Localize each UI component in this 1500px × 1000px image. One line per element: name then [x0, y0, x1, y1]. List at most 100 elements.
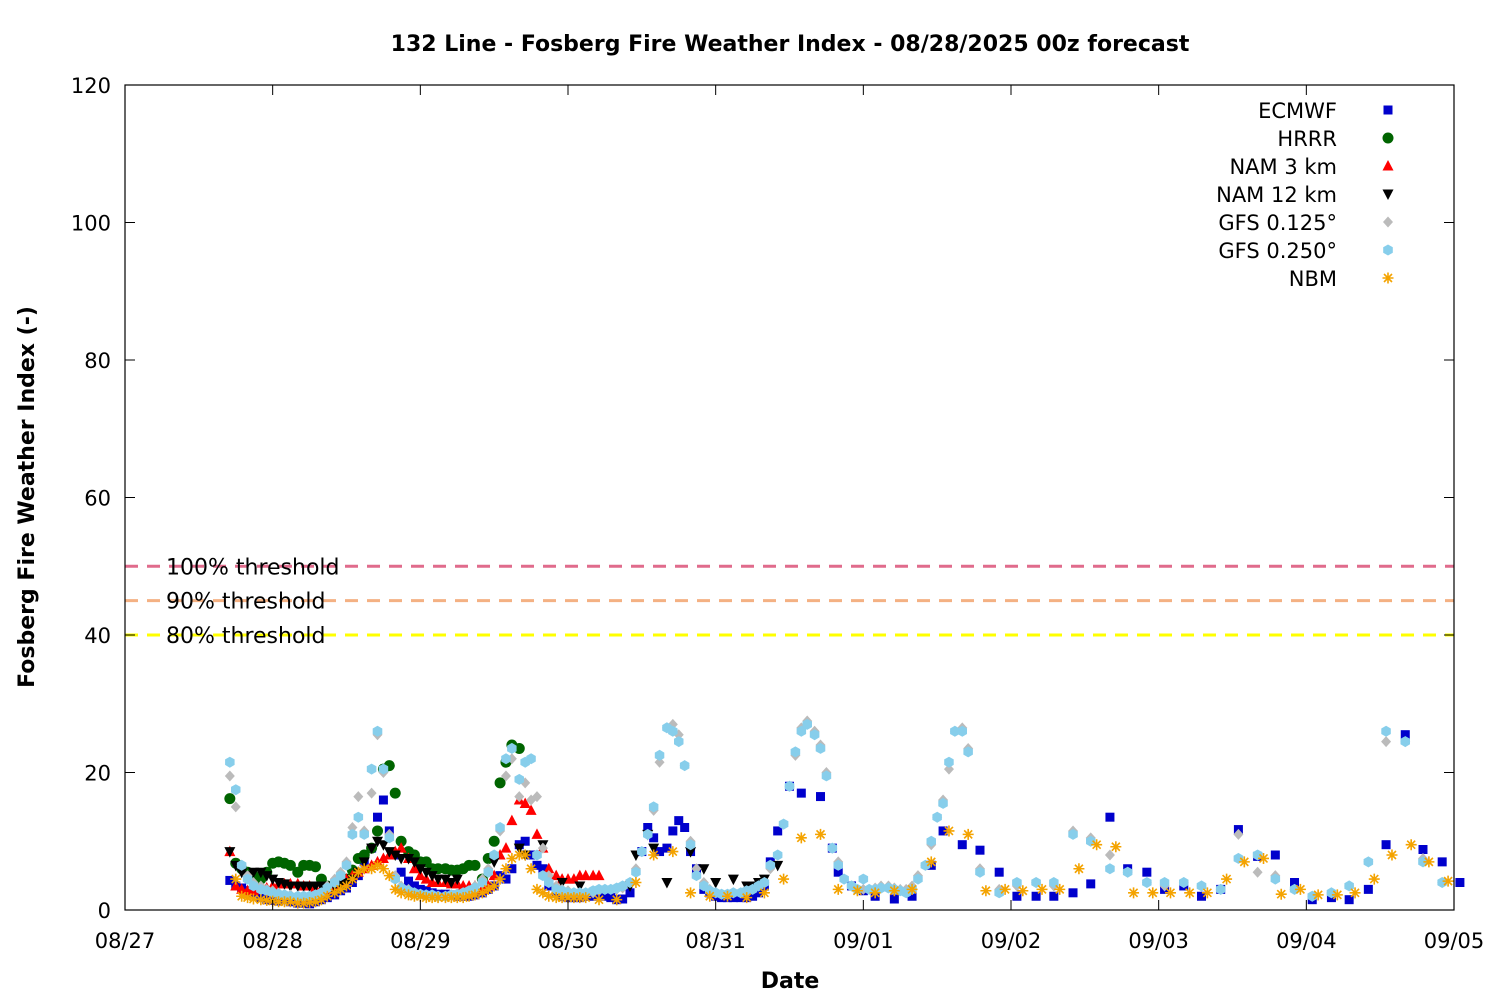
data-point [1344, 895, 1354, 905]
y-tick-label: 20 [84, 762, 111, 786]
data-point [267, 874, 279, 886]
data-point [851, 885, 863, 897]
data-point [378, 763, 389, 775]
x-tick-label: 08/30 [538, 929, 599, 953]
legend-label: NAM 12 km [1216, 183, 1337, 207]
data-point [648, 843, 660, 855]
data-point [445, 878, 457, 889]
data-point [1405, 839, 1417, 851]
data-point [1128, 887, 1140, 899]
data-point [1221, 873, 1233, 885]
data-point [1142, 877, 1152, 888]
data-point [236, 867, 248, 879]
data-point [1238, 856, 1250, 868]
data-point [242, 892, 254, 904]
data-point [230, 801, 241, 813]
data-point [691, 863, 702, 875]
data-point [352, 866, 364, 878]
data-points [224, 715, 1465, 909]
data-point [704, 890, 716, 902]
data-point [476, 887, 488, 899]
y-tick-label: 40 [84, 624, 111, 648]
y-tick-label: 80 [84, 349, 111, 373]
data-point [980, 885, 992, 897]
data-point [1104, 849, 1115, 861]
data-point [1036, 883, 1048, 895]
data-point [606, 893, 616, 903]
data-point [489, 849, 499, 861]
data-point [975, 866, 985, 878]
data-point [668, 725, 678, 737]
x-axis-label: Date [761, 969, 820, 994]
data-point [414, 890, 426, 902]
data-point [643, 823, 653, 832]
legend-label: NBM [1289, 267, 1337, 291]
data-point [469, 859, 481, 871]
data-point [366, 863, 378, 875]
data-point [483, 866, 493, 878]
data-point [827, 842, 838, 854]
data-point [377, 840, 389, 851]
data-point [938, 797, 948, 809]
data-point [298, 897, 310, 909]
data-point [655, 847, 665, 857]
data-point [278, 896, 290, 908]
y-tick-label: 0 [98, 899, 111, 923]
data-point [230, 873, 242, 885]
data-point [230, 879, 242, 891]
data-point [347, 822, 358, 833]
data-point [674, 816, 684, 826]
data-point [225, 875, 235, 885]
data-point [532, 849, 542, 861]
data-point [600, 891, 610, 901]
data-point [404, 876, 414, 886]
data-point [488, 880, 500, 892]
data-point [815, 828, 827, 840]
legend-marker [1383, 105, 1393, 115]
data-point [858, 873, 869, 885]
data-point [1368, 873, 1380, 885]
threshold-label: 80% threshold [166, 624, 326, 649]
data-point [236, 859, 247, 871]
data-point [284, 896, 296, 908]
data-point [1252, 866, 1263, 878]
axes: 0 20 40 60 80 100 120 08/27 08/28 08/29 08/30 08/31… [71, 74, 1484, 953]
legend-label: GFS 0.125° [1218, 211, 1337, 235]
data-point [408, 890, 420, 902]
data-point [482, 883, 494, 895]
data-point [568, 873, 580, 884]
data-point [389, 850, 401, 861]
data-point [643, 828, 653, 840]
data-point [506, 852, 518, 864]
data-point [957, 725, 967, 737]
data-point [649, 833, 659, 843]
data-point [420, 873, 432, 884]
data-point [721, 890, 733, 902]
x-tick-label: 09/01 [833, 929, 894, 953]
data-point [950, 725, 960, 737]
data-point [809, 729, 820, 741]
data-point [242, 873, 253, 885]
data-point [501, 753, 511, 765]
data-point [273, 896, 285, 908]
data-point [366, 763, 377, 775]
data-point [1012, 877, 1022, 888]
legend-label: HRRR [1277, 127, 1337, 151]
data-point [618, 894, 628, 904]
data-point [426, 892, 438, 904]
data-point [1054, 883, 1066, 895]
data-point [975, 845, 985, 855]
data-point [765, 859, 776, 871]
data-point [531, 791, 542, 803]
data-point [494, 873, 506, 885]
data-point [525, 863, 537, 875]
data-point [637, 846, 647, 858]
data-point [506, 814, 518, 826]
data-point [1068, 888, 1078, 898]
data-point [1270, 873, 1281, 885]
data-point [358, 857, 370, 868]
data-point [537, 887, 549, 899]
data-point [691, 870, 702, 882]
data-point [674, 736, 684, 748]
data-point [224, 847, 236, 858]
